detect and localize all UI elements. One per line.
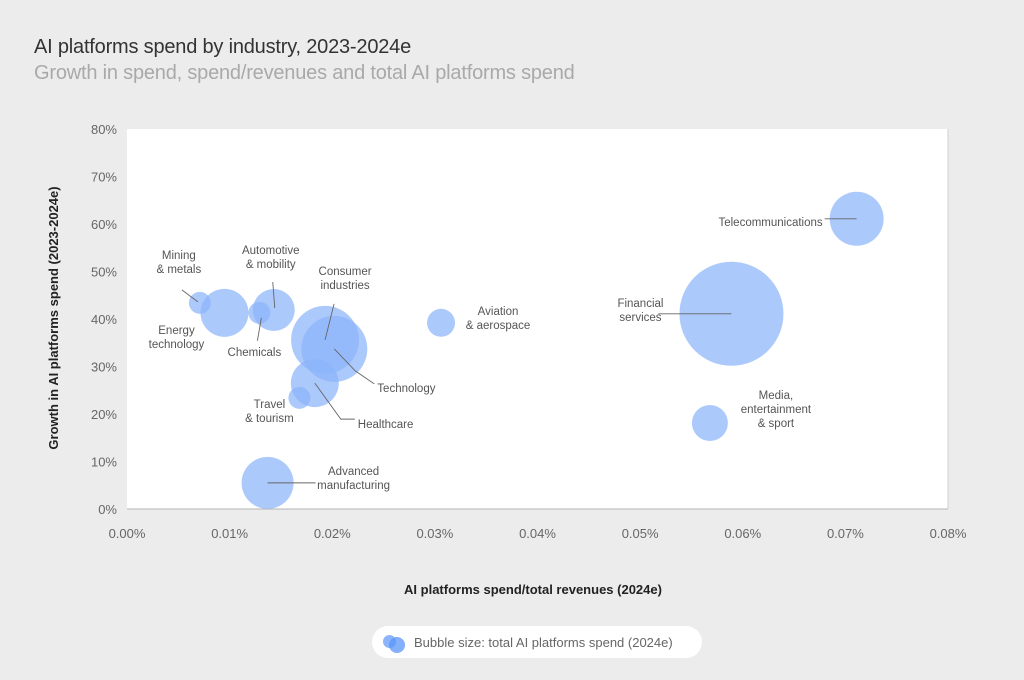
bubble-label: Energy [158, 325, 195, 337]
bubble-label: Travel [254, 399, 286, 411]
bubble[interactable] [288, 386, 311, 409]
overlapping-bubbles-icon [380, 632, 408, 653]
bubble-label: Consumer [319, 266, 372, 278]
bubble-label: Automotive [242, 245, 300, 257]
leader-line [272, 281, 276, 309]
bubble-label: Technology [377, 383, 435, 395]
y-tick-label: 60% [91, 217, 117, 232]
bubble[interactable] [252, 288, 295, 331]
leader-line [324, 303, 335, 341]
bubble[interactable] [200, 288, 249, 337]
bubble-label: manufacturing [317, 480, 390, 492]
size-legend: Bubble size: total AI platforms spend (2… [372, 626, 702, 658]
bubble-label: Healthcare [358, 419, 414, 431]
bubble-label: & mobility [246, 259, 296, 271]
y-tick-label: 40% [91, 312, 117, 327]
x-tick-label: 0.02% [314, 526, 351, 541]
bubble-label: entertainment [741, 404, 812, 416]
x-tick-label: 0.05% [622, 526, 659, 541]
x-tick-label: 0.01% [211, 526, 248, 541]
bubble-label: Financial [617, 298, 663, 310]
bubble-label: Aviation [478, 306, 519, 318]
x-tick-label: 0.00% [109, 526, 146, 541]
chart-title: AI platforms spend by industry, 2023-202… [34, 36, 412, 58]
bubble-label: Media, [759, 390, 794, 402]
x-axis-title: AI platforms spend/total revenues (2024e… [404, 582, 662, 597]
chart-subtitle: Growth in spend, spend/revenues and tota… [34, 62, 575, 84]
plot-area [127, 129, 948, 509]
leader-line [256, 317, 262, 341]
y-tick-label: 10% [91, 455, 117, 470]
leader-line [333, 348, 375, 385]
bubble-label: & metals [156, 264, 201, 276]
y-tick-label: 30% [91, 360, 117, 375]
bubble-label: & tourism [245, 413, 294, 425]
bubble-label: Mining [162, 250, 196, 262]
leader-line [314, 382, 355, 420]
bubble[interactable] [691, 405, 728, 442]
bubble-label: Chemicals [228, 347, 282, 359]
y-tick-label: 50% [91, 265, 117, 280]
y-tick-label: 0% [98, 502, 117, 517]
x-tick-label: 0.07% [827, 526, 864, 541]
bubble-label: & sport [758, 418, 795, 430]
bubble-label: Advanced [328, 466, 379, 478]
bubble-label: industries [320, 280, 369, 292]
y-tick-label: 20% [91, 407, 117, 422]
bubble-label: Telecommunications [718, 217, 822, 229]
bubble-label: & aerospace [466, 320, 531, 332]
bubble-label: services [619, 312, 661, 324]
x-tick-label: 0.06% [724, 526, 761, 541]
leader-line [181, 289, 199, 303]
bubble[interactable] [427, 308, 456, 337]
y-tick-label: 70% [91, 170, 117, 185]
x-tick-label: 0.03% [416, 526, 453, 541]
bubble-label: technology [149, 339, 205, 351]
y-axis-title: Growth in AI platforms spend (2023-2024e… [46, 186, 61, 449]
y-tick-label: 80% [91, 122, 117, 137]
x-tick-label: 0.04% [519, 526, 556, 541]
x-tick-label: 0.08% [930, 526, 967, 541]
legend-text: Bubble size: total AI platforms spend (2… [414, 634, 673, 650]
